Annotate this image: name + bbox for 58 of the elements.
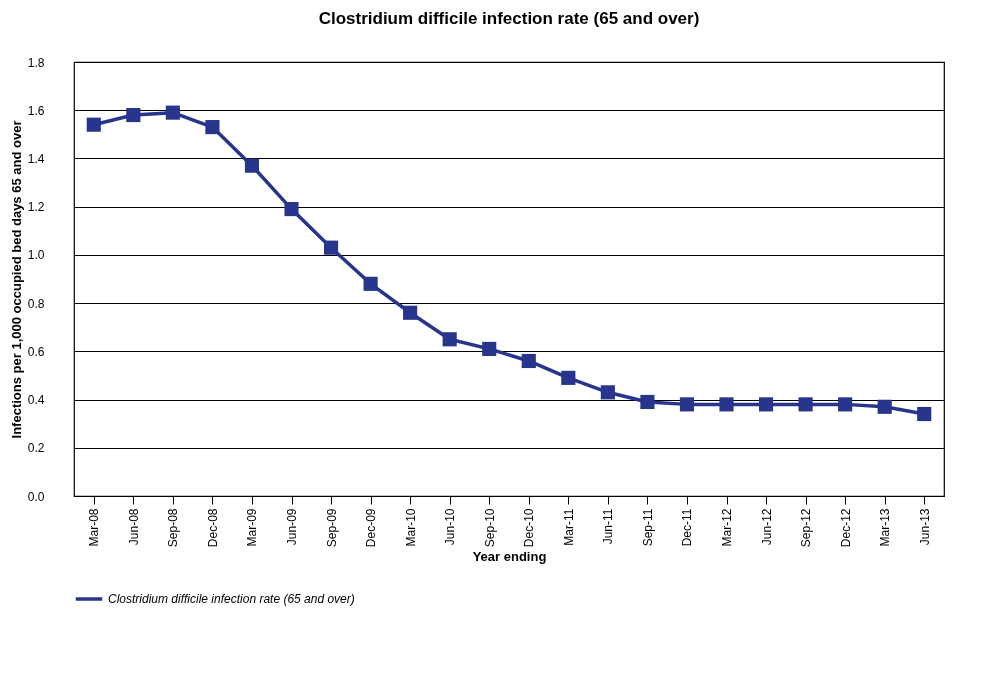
- point: [521, 353, 536, 369]
- point: [640, 394, 655, 410]
- point: [442, 332, 457, 347]
- y-tick-label: 0.0: [27, 489, 45, 504]
- x-tick-label: Jun-13: [917, 508, 932, 546]
- point: [363, 276, 378, 291]
- x-tick-label: Mar-13: [878, 508, 893, 547]
- x-tick-label: Jun-11: [601, 508, 616, 545]
- point: [758, 397, 774, 412]
- y-tick-label: 1.8: [27, 55, 45, 70]
- x-tick-label: Sep-12: [799, 508, 814, 548]
- point: [838, 397, 853, 412]
- point: [719, 397, 734, 412]
- point: [126, 107, 141, 123]
- point: [165, 105, 180, 120]
- x-axis-title: Year ending: [472, 549, 547, 565]
- x-tick-label: Sep-11: [640, 508, 655, 547]
- x-tick-label: Sep-10: [482, 508, 497, 548]
- x-tick-label: Dec-10: [522, 508, 537, 548]
- x-tick-label: Mar-09: [245, 508, 260, 547]
- point: [86, 117, 101, 132]
- point: [205, 120, 220, 135]
- x-tick-label: Jun-10: [443, 508, 458, 546]
- x-tick-label: Sep-08: [166, 508, 181, 548]
- legend-label: Clostridium difficile infection rate (65 and over): [108, 592, 355, 606]
- y-tick-label: 1.4: [27, 151, 45, 166]
- x-tick-label: Dec-08: [205, 508, 220, 548]
- x-tick-label: Jun-08: [126, 508, 141, 546]
- y-tick-label: 0.6: [27, 344, 45, 359]
- y-tick-label: 1.6: [27, 103, 45, 118]
- x-tick-label: Mar-08: [87, 508, 102, 547]
- x-tick-label: Dec-12: [838, 508, 853, 548]
- y-axis-title: Infections per 1,000 occupied bed days 65 and over: [8, 120, 24, 439]
- x-tick-label: Mar-12: [720, 508, 734, 547]
- y-tick-label: 0.4: [27, 393, 45, 408]
- x-tick-label: Dec-09: [364, 508, 379, 548]
- point: [403, 305, 418, 320]
- point: [877, 399, 892, 414]
- point: [798, 397, 813, 412]
- point: [917, 406, 932, 422]
- x-tick-label: Sep-09: [324, 508, 339, 548]
- point: [561, 370, 576, 385]
- y-tick-label: 0.2: [27, 441, 45, 456]
- x-tick-label: Jun-12: [759, 508, 774, 546]
- y-tick-label: 0.8: [27, 296, 45, 311]
- point: [323, 240, 339, 255]
- point: [600, 385, 615, 400]
- x-tick-label: Jun-09: [285, 508, 299, 546]
- chart-title: Clostridium difficile infection rate (65 and over): [318, 9, 700, 28]
- point: [244, 158, 260, 173]
- x-tick-label: Mar-10: [403, 508, 418, 547]
- point: [679, 397, 695, 412]
- point: [284, 202, 299, 217]
- x-tick-label: Dec-11: [680, 508, 695, 547]
- y-tick-label: 1.0: [27, 248, 45, 263]
- y-tick-label: 1.2: [27, 200, 45, 215]
- x-tick-label: Mar-11: [561, 508, 576, 546]
- point: [482, 341, 497, 356]
